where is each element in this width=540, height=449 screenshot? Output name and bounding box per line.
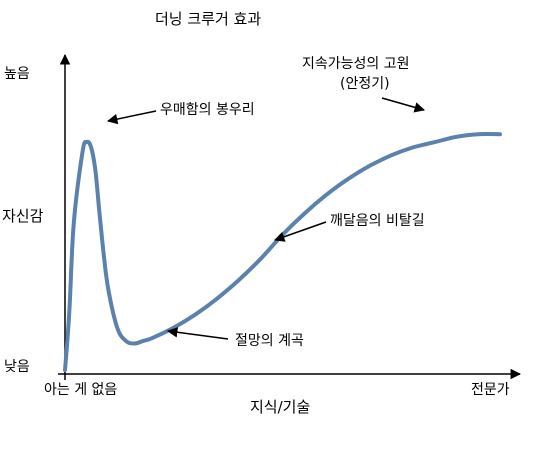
annotation-plateau-arrow [381,97,426,113]
annotation-valley-label: 절망의 계곡 [235,333,304,349]
annotation-peak: 우매함의 봉우리 [106,102,255,125]
annotation-plateau: 지속가능성의 고원 (안정기) [302,56,426,113]
y-axis-label: 자신감 [2,207,44,225]
annotation-peak-label: 우매함의 봉우리 [160,102,255,118]
chart-title: 더닝 크루거 효과 [155,10,261,28]
annotation-slope: 깨달음의 비탈길 [274,213,425,242]
annotation-plateau-label: 지속가능성의 고원 [302,56,410,72]
annotation-slope-label: 깨달음의 비탈길 [330,213,425,229]
annotation-slope-arrow [274,221,327,242]
annotation-peak-arrow [106,110,157,125]
x-tick-start: 아는 게 없음 [44,382,117,398]
x-tick-end: 전문가 [471,382,510,398]
annotation-plateau-sublabel: (안정기) [340,76,390,92]
annotation-valley-arrow [166,327,229,340]
annotation-valley: 절망의 계곡 [166,327,304,349]
x-axis-label: 지식/기술 [250,398,310,416]
y-tick-high: 높음 [4,66,30,82]
y-tick-low: 낮음 [4,359,30,375]
